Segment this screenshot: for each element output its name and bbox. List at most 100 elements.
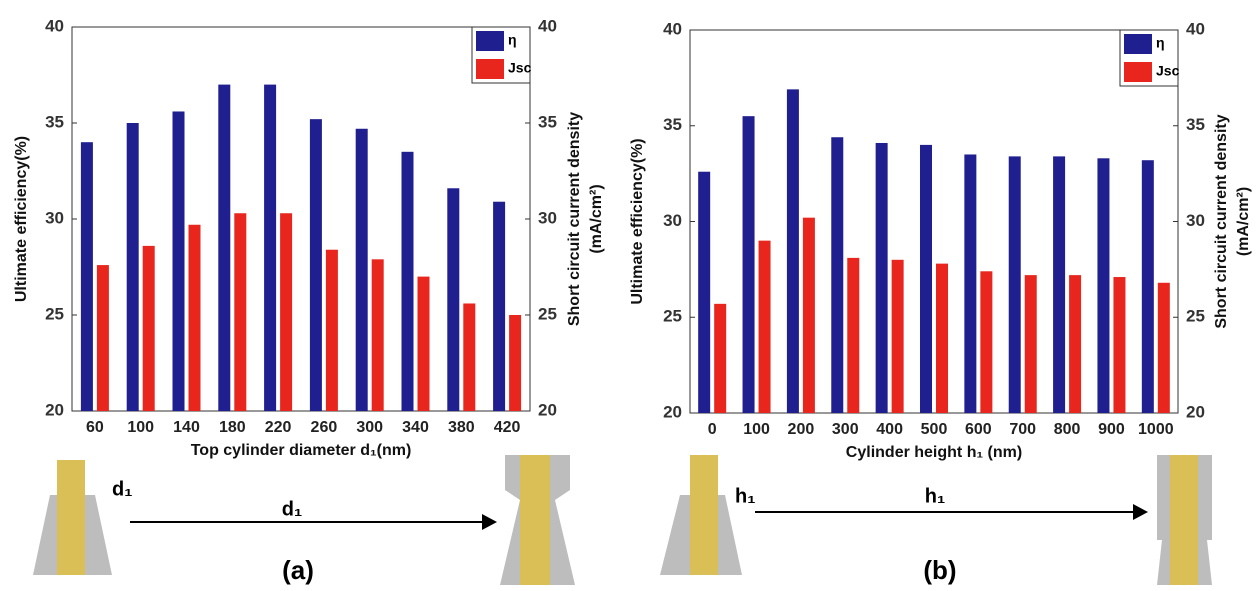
plot-area	[72, 27, 530, 411]
y-tick-label: 30	[45, 208, 64, 227]
x-tick-label: 300	[356, 419, 383, 436]
bar	[372, 259, 384, 411]
bar	[509, 315, 521, 411]
bar	[127, 123, 139, 411]
y-tick-label: 40	[663, 19, 682, 38]
x-tick-label: 260	[311, 419, 338, 436]
bar	[280, 213, 292, 411]
y2-axis-title: Short circuit current density	[566, 112, 583, 326]
x-tick-label: 380	[448, 419, 475, 436]
y2-tick-label: 25	[538, 304, 557, 323]
bar	[493, 202, 505, 411]
bar	[892, 260, 904, 413]
y-tick-label: 20	[663, 402, 682, 421]
y2-tick-label: 40	[538, 16, 557, 35]
figure: d₁ d₁ (a) h₁ h₁ (b) 20 25 30 35 40 20 25 30 35 40…	[0, 0, 1259, 591]
legend-label: Jsc	[508, 60, 532, 76]
bar	[326, 250, 338, 411]
schematic-label: d₁	[282, 498, 303, 520]
caption: (b)	[923, 555, 956, 585]
bar	[831, 137, 843, 413]
y-tick-label: 35	[45, 112, 64, 131]
bar	[1142, 160, 1154, 413]
y2-tick-label: 30	[538, 208, 557, 227]
bar	[876, 143, 888, 413]
bar	[402, 152, 414, 411]
x-tick-label: 140	[173, 419, 200, 436]
x-tick-label: 220	[265, 419, 292, 436]
y-tick-label: 20	[45, 400, 64, 419]
schematic-label: h₁	[925, 485, 946, 507]
bar	[936, 264, 948, 413]
x-axis-title: Cylinder height h₁ (nm)	[846, 444, 1022, 461]
legend-label: η	[1156, 35, 1165, 51]
bar	[980, 271, 992, 413]
y-axis-title: Ultimate efficiency(%)	[629, 138, 646, 304]
y2-tick-label: 20	[538, 400, 557, 419]
bar	[1113, 277, 1125, 413]
caption: (a)	[282, 555, 314, 585]
x-tick-label: 900	[1098, 421, 1125, 438]
bar	[1158, 283, 1170, 413]
bar	[173, 111, 185, 411]
y-tick-label: 25	[663, 307, 682, 326]
y2-tick-label: 25	[1186, 307, 1205, 326]
bar	[1069, 275, 1081, 413]
x-tick-label: 60	[86, 419, 104, 436]
x-tick-label: 500	[921, 421, 948, 438]
bar	[803, 218, 815, 413]
bar	[743, 116, 755, 413]
bar	[759, 241, 771, 413]
legend-swatch	[476, 59, 504, 79]
schematic-label: d₁	[112, 478, 133, 500]
y2-axis-title: (mA/cm²)	[588, 184, 605, 253]
legend-swatch	[1124, 62, 1152, 82]
legend-label: η	[508, 32, 517, 48]
y-tick-label: 35	[663, 115, 682, 134]
bar	[964, 154, 976, 413]
x-tick-label: 300	[832, 421, 859, 438]
bar	[698, 172, 710, 413]
bar	[356, 129, 368, 411]
x-tick-label: 700	[1009, 421, 1036, 438]
schematic-label: h₁	[735, 485, 756, 507]
x-axis-title: Top cylinder diameter d₁(nm)	[191, 442, 412, 459]
bar	[714, 304, 726, 413]
x-tick-label: 400	[876, 421, 903, 438]
bar	[1009, 156, 1021, 413]
y-axis-title: Ultimate efficiency(%)	[13, 136, 30, 302]
x-tick-label: 420	[494, 419, 521, 436]
bar	[447, 188, 459, 411]
bar	[218, 85, 230, 411]
x-tick-label: 100	[127, 419, 154, 436]
y2-tick-label: 35	[1186, 115, 1205, 134]
bar	[97, 265, 109, 411]
x-tick-label: 180	[219, 419, 246, 436]
legend-swatch	[1124, 34, 1152, 54]
y2-axis-title: Short circuit current density	[1213, 114, 1230, 328]
bar	[189, 225, 201, 411]
legend-swatch	[476, 31, 504, 51]
y2-tick-label: 30	[1186, 211, 1205, 230]
bar	[310, 119, 322, 411]
bar	[1053, 156, 1065, 413]
bar	[418, 277, 430, 411]
y2-tick-label: 40	[1186, 19, 1205, 38]
bar	[787, 89, 799, 413]
y-tick-label: 25	[45, 304, 64, 323]
x-tick-label: 1000	[1138, 421, 1174, 438]
bar	[1025, 275, 1037, 413]
bar	[234, 213, 246, 411]
bar	[920, 145, 932, 413]
y2-axis-title: (mA/cm²)	[1235, 187, 1252, 256]
bar	[264, 85, 276, 411]
y2-tick-label: 20	[1186, 402, 1205, 421]
x-tick-label: 600	[965, 421, 992, 438]
x-tick-label: 200	[788, 421, 815, 438]
bar	[847, 258, 859, 413]
x-tick-label: 800	[1054, 421, 1081, 438]
x-tick-label: 340	[402, 419, 429, 436]
y2-tick-label: 35	[538, 112, 557, 131]
bar	[463, 303, 475, 411]
y-tick-label: 30	[663, 211, 682, 230]
